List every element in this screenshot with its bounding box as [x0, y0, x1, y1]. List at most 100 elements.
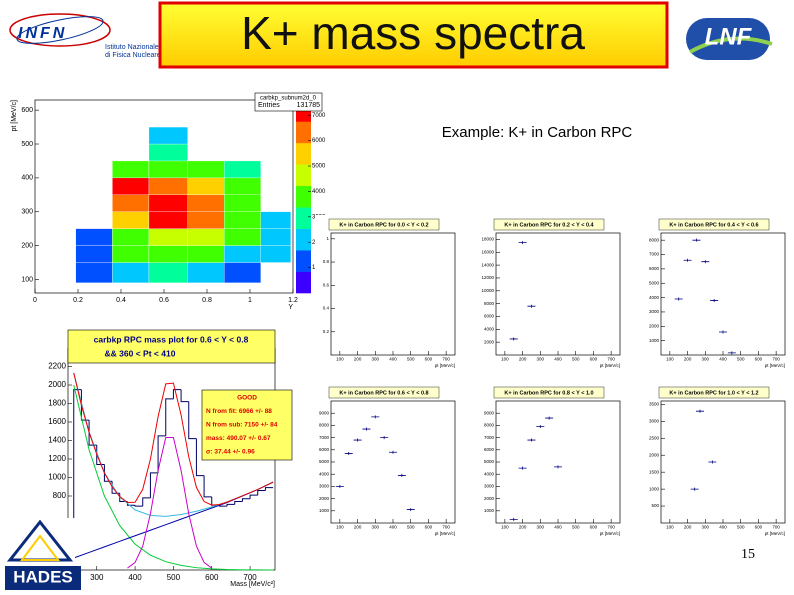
logo-text: INFN: [18, 25, 67, 42]
y-tick-label: 500: [21, 141, 33, 148]
x-tick-label: 300: [702, 357, 710, 362]
x-tick-label: 1: [248, 297, 252, 304]
x-tick-label: 400: [128, 573, 142, 582]
plot-title-box: [328, 218, 440, 231]
data-point: [710, 298, 719, 302]
x-tick-label: 300: [537, 525, 545, 530]
x-tick-label: 600: [755, 525, 763, 530]
y-tick-label: 1600: [48, 417, 66, 426]
heat-cell: [224, 245, 261, 263]
fit-curve: [73, 384, 274, 571]
x-tick-label: 600: [590, 357, 598, 362]
x-tick-label: 400: [719, 357, 727, 362]
x-tick-label: 600: [590, 525, 598, 530]
histogram-bin: [264, 487, 274, 491]
data-point: [545, 416, 554, 420]
logo-text: HADES: [13, 567, 73, 586]
y-tick-label: 2000: [319, 496, 330, 501]
x-tick-label: 300: [537, 357, 545, 362]
x-tick-label: 1.2: [288, 297, 298, 304]
logo-orbit: [16, 16, 104, 44]
y-tick-label: 1400: [48, 436, 66, 445]
data-point: [344, 451, 353, 455]
plot-subtitle: && 360 < Pt < 410: [105, 348, 176, 358]
x-tick-label: 500: [407, 357, 415, 362]
plot-title-box: [493, 386, 605, 399]
plot-title: K+ in Carbon RPC for 0.4 < Y < 0.6: [669, 222, 758, 228]
y-tick-label: 1000: [649, 338, 660, 343]
plot-frame: [330, 232, 456, 356]
heat-cell: [148, 194, 188, 212]
y-tick-label: 2000: [649, 452, 660, 457]
x-tick-label: 700: [442, 357, 450, 362]
page-number: 15: [741, 547, 755, 562]
y-tick-label: 7000: [319, 435, 330, 440]
data-point: [509, 337, 518, 341]
y-tick-label: 1000: [319, 508, 330, 513]
colorbar-label: 5000: [312, 164, 326, 170]
fit-curve: [73, 372, 274, 506]
data-point: [335, 484, 344, 488]
stats-line: mass: 490.07 +/- 0.67: [206, 435, 271, 442]
y-tick-label: 4000: [319, 471, 330, 476]
heat-cell: [187, 211, 225, 229]
heat-cell: [112, 262, 150, 283]
x-tick-label: 400: [554, 357, 562, 362]
x-tick-label: 400: [719, 525, 727, 530]
histogram-bin: [134, 505, 143, 507]
y-tick-label: 1000: [649, 486, 660, 491]
x-tick-label: 200: [684, 525, 692, 530]
heat-cell: [112, 245, 150, 263]
x-axis-label: pt [MeV/c]: [600, 363, 620, 368]
y-tick-label: 0.6: [323, 282, 330, 287]
y-tick-label: 0.8: [323, 259, 330, 264]
heat-cell: [148, 126, 188, 145]
y-tick-label: 3000: [649, 419, 660, 424]
y-tick-label: 9000: [484, 410, 495, 415]
heat-cell: [112, 211, 150, 229]
histogram-bin: [203, 475, 212, 498]
plot-frame: [495, 232, 621, 356]
y-tick-label: 0.4: [323, 306, 330, 311]
y-tick-label: 1500: [649, 469, 660, 474]
y-tick-label: 18000: [481, 237, 494, 242]
plot-frame: [660, 400, 786, 524]
colorbar-step: [296, 271, 311, 294]
y-tick-label: 8000: [649, 237, 660, 242]
data-point: [389, 450, 397, 454]
data-point: [690, 487, 699, 491]
y-tick-label: 3000: [649, 309, 660, 314]
colorbar-label: 4000: [312, 189, 326, 195]
lnf-logo: LNF: [686, 18, 773, 60]
x-tick-label: 400: [389, 525, 397, 530]
stats-value: 131785: [297, 102, 320, 109]
x-tick-label: 100: [501, 525, 509, 530]
y-tick-label: 5000: [649, 280, 660, 285]
histogram-bin: [80, 389, 90, 421]
heat-cell: [187, 262, 225, 283]
caption: Example: K+ in Carbon RPC: [442, 124, 633, 141]
x-axis-label: Mass [MeV/c²]: [230, 581, 275, 588]
x-tick-label: 600: [205, 573, 219, 582]
y-tick-label: 3000: [484, 484, 495, 489]
plot-title-box: [328, 386, 440, 399]
colorbar-label: 6000: [312, 138, 326, 144]
data-point: [708, 460, 717, 464]
histogram-bin: [195, 438, 205, 477]
x-tick-label: 200: [519, 525, 527, 530]
x-tick-label: 200: [684, 357, 692, 362]
x-tick-label: 300: [372, 525, 380, 530]
y-tick-label: 0.2: [323, 329, 330, 334]
y-tick-label: 2200: [48, 362, 66, 371]
y-tick-label: 400: [21, 175, 33, 182]
y-tick-label: 6000: [484, 314, 495, 319]
heat-cell: [148, 143, 188, 162]
x-tick-label: 0: [33, 297, 37, 304]
histogram-bin: [180, 389, 189, 403]
heat-cell: [112, 177, 150, 195]
colorbar-step: [296, 164, 311, 187]
y-tick-label: 6000: [319, 447, 330, 452]
histogram-bin: [188, 401, 197, 440]
histogram-bin: [149, 472, 159, 498]
y-tick-label: 12000: [481, 275, 494, 280]
